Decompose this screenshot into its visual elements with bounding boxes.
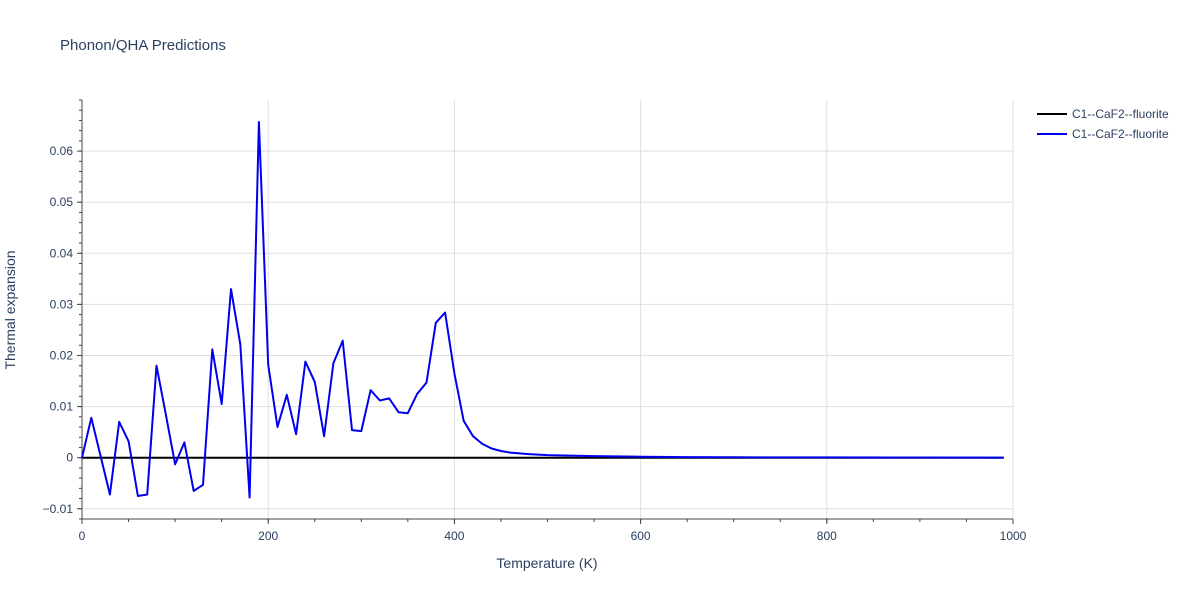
legend-label-1: C1--CaF2--fluorite: [1072, 127, 1169, 141]
x-tick-label: 1000: [1000, 529, 1027, 543]
axes: [77, 100, 1014, 524]
legend-item-1[interactable]: C1--CaF2--fluorite: [1037, 127, 1169, 141]
y-tick-label: 0.05: [50, 195, 74, 209]
y-axis-title: Thermal expansion: [2, 250, 18, 369]
y-tick-label: 0.01: [50, 400, 74, 414]
y-tick-label: 0.06: [50, 144, 74, 158]
y-tick-label: 0.02: [50, 348, 74, 362]
legend: C1--CaF2--fluorite C1--CaF2--fluorite: [1037, 107, 1169, 141]
x-tick-label: 400: [444, 529, 464, 543]
tick-labels: 0 200 400 600 800 1000 −0.01 0 0.01 0.02 0.03 0.04 0…: [43, 144, 1027, 543]
x-tick-label: 0: [79, 529, 86, 543]
grid-lines: [82, 100, 1014, 519]
y-tick-label: 0.03: [50, 297, 74, 311]
y-tick-label: 0: [66, 451, 73, 465]
legend-item-0[interactable]: C1--CaF2--fluorite: [1037, 107, 1169, 121]
chart-title: Phonon/QHA Predictions: [60, 37, 226, 54]
y-tick-label: −0.01: [43, 502, 74, 516]
x-tick-label: 600: [631, 529, 651, 543]
x-axis-title: Temperature (K): [496, 555, 597, 571]
y-tick-label: 0.04: [50, 246, 74, 260]
series-line-1[interactable]: [81, 121, 1004, 499]
legend-label-0: C1--CaF2--fluorite: [1072, 107, 1169, 121]
x-tick-label: 800: [817, 529, 837, 543]
series-lines: [81, 121, 1004, 499]
x-tick-label: 200: [258, 529, 278, 543]
